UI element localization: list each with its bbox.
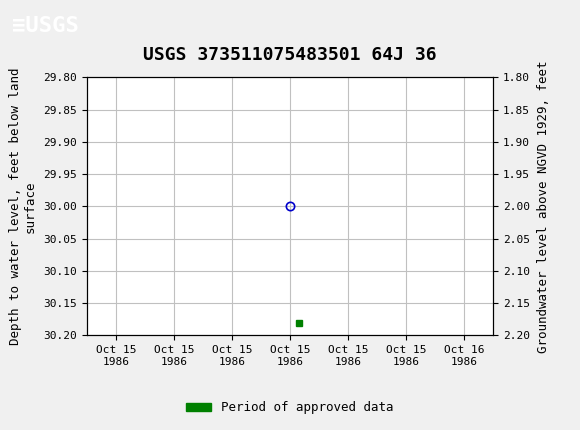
Text: ≡USGS: ≡USGS (12, 16, 78, 36)
Y-axis label: Groundwater level above NGVD 1929, feet: Groundwater level above NGVD 1929, feet (536, 60, 550, 353)
Text: USGS 373511075483501 64J 36: USGS 373511075483501 64J 36 (143, 46, 437, 64)
Legend: Period of approved data: Period of approved data (181, 396, 399, 419)
Y-axis label: Depth to water level, feet below land
surface: Depth to water level, feet below land su… (9, 68, 37, 345)
